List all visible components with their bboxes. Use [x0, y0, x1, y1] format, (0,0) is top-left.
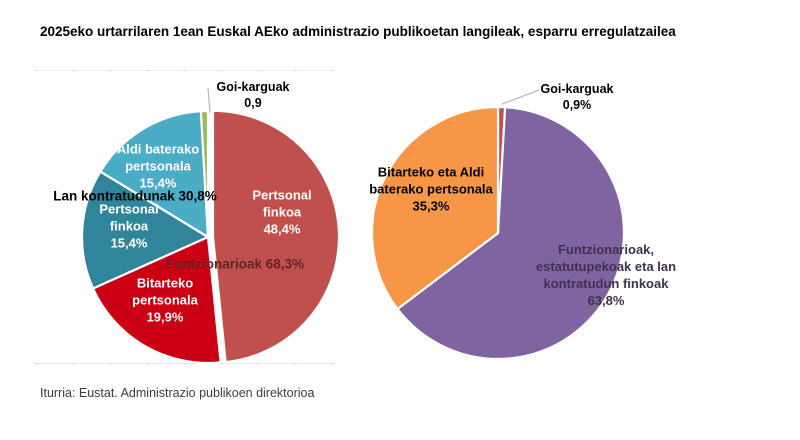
label-funtzionarioak-group: Funtzionarioak 68,3% — [165, 256, 305, 272]
label-funtzionarioak-estatutupekoak: Funtzionarioak, estatutupekoak eta lan k… — [535, 242, 677, 308]
plot-top-border — [35, 70, 335, 71]
label-goi-karguak-right: Goi-karguak 0,9% — [540, 82, 614, 112]
label-lan-kontratudunak-group: Lan kontratudunak 30,8% — [53, 188, 217, 204]
left-pie-slice-3 — [99, 110, 210, 239]
plot-bottom-border — [35, 363, 335, 364]
right-pie-slice-2 — [370, 105, 500, 311]
chart-source: Iturria: Eustat. Administrazio publikoen… — [40, 386, 315, 400]
label-bitarteko-eta-aldi: Bitarteko eta Aldi baterako pertsonala 3… — [369, 164, 493, 214]
label-pertsonal-finkoa-48: Pertsonal finkoa 48,4% — [252, 187, 312, 237]
left-pie-slice-1 — [91, 235, 222, 365]
left-pie-slice-2 — [80, 170, 210, 290]
left-pie-slice-0 — [211, 109, 341, 364]
label-bitarteko-pertsonala: Bitarteko pertsonala 19,9% — [132, 275, 198, 325]
label-goi-karguak-left: Goi-karguak 0,9 — [216, 80, 290, 110]
label-pertsonal-finkoa-15: Pertsonal finkoa 15,4% — [99, 201, 159, 251]
label-aldi-baterako: Aldi baterako pertsonala 15,4% — [116, 141, 200, 191]
right-pie-slice-1 — [396, 106, 626, 361]
right-pie-chart — [370, 105, 626, 361]
left-pie-chart — [80, 109, 341, 365]
chart-title: 2025eko urtarrilaren 1ean Euskal AEko ad… — [40, 24, 676, 39]
